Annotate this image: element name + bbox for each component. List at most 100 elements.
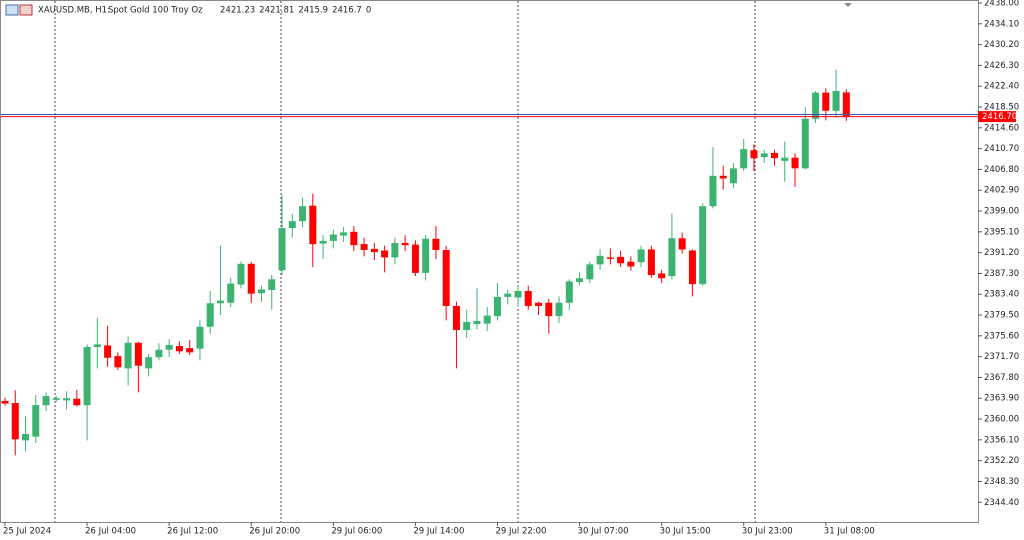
candle-body	[493, 296, 501, 317]
candle-body	[360, 244, 368, 250]
y-tick-label: 2356.10	[984, 435, 1019, 445]
candle-body	[319, 240, 327, 244]
candle-body	[545, 302, 553, 317]
candle-body	[268, 279, 276, 290]
x-tick-label: 26 Jul 20:00	[249, 527, 300, 537]
candle-body	[627, 261, 635, 267]
candle-body	[52, 398, 60, 400]
candle-body	[411, 244, 419, 273]
y-tick-label: 2434.10	[984, 19, 1019, 29]
price-label-box	[978, 111, 1016, 123]
candle-body	[442, 249, 450, 306]
y-tick-label: 2379.50	[984, 311, 1019, 321]
candle-body	[22, 433, 30, 441]
candle-body	[114, 356, 122, 368]
candle-body	[750, 150, 758, 159]
y-tick-label: 2410.70	[984, 144, 1019, 154]
y-tick-label: 2414.60	[984, 123, 1019, 133]
candle-body	[791, 157, 799, 169]
x-tick-label: 29 Jul 06:00	[331, 527, 382, 537]
y-tick-label: 2360.00	[984, 415, 1019, 425]
x-tick-label: 25 Jul 2024	[3, 527, 51, 537]
candle-body	[309, 205, 317, 245]
x-tick-label: 26 Jul 04:00	[85, 527, 136, 537]
candle-body	[247, 263, 255, 294]
candle-body	[535, 302, 543, 306]
candle-body	[258, 289, 265, 294]
x-tick-label: 30 Jul 23:00	[742, 527, 793, 537]
candle-body	[812, 92, 820, 119]
candle-body	[73, 398, 81, 406]
y-tick-label: 2395.10	[984, 227, 1019, 237]
price-label: 2416.70	[982, 112, 1017, 122]
candle-body	[524, 291, 532, 306]
candle-body	[134, 342, 142, 366]
candle-body	[658, 273, 666, 279]
candle-body	[699, 206, 707, 285]
candle-body	[227, 283, 235, 303]
candle-body	[104, 345, 112, 358]
description: Spot Gold 100 Troy Oz	[108, 6, 203, 16]
x-tick-label: 29 Jul 22:00	[495, 527, 546, 537]
candle-body	[370, 248, 378, 253]
y-tick-label: 2406.80	[984, 165, 1019, 175]
x-tick-label: 30 Jul 07:00	[578, 527, 629, 537]
candle-body	[801, 118, 809, 169]
candle-body	[432, 238, 440, 250]
y-tick-label: 2352.20	[984, 456, 1019, 466]
y-tick-label: 2375.60	[984, 331, 1019, 341]
y-tick-label: 2391.20	[984, 248, 1019, 258]
high-value: 2421.81	[259, 6, 294, 16]
y-tick-label: 2348.30	[984, 477, 1019, 487]
candle-body	[586, 264, 594, 280]
candle-body	[565, 281, 573, 303]
candle-body	[709, 175, 717, 207]
y-tick-label: 2402.90	[984, 186, 1019, 196]
y-tick-label: 2387.30	[984, 269, 1019, 279]
candle-body	[329, 234, 337, 241]
candle-body	[688, 250, 696, 285]
candle-body	[381, 250, 389, 258]
plot-frame	[0, 0, 979, 523]
candle-body	[504, 293, 512, 297]
candle-body	[555, 302, 563, 317]
candle-body	[647, 249, 655, 276]
candle-body	[206, 303, 214, 327]
y-tick-label: 2371.70	[984, 352, 1019, 362]
candle-body	[668, 238, 676, 277]
candle-body	[1, 400, 9, 404]
candle-body	[11, 403, 19, 440]
close-value: 2416.7	[332, 6, 362, 16]
candle-body	[288, 221, 296, 229]
candle-body	[237, 263, 245, 285]
x-tick-label: 26 Jul 12:00	[167, 527, 218, 537]
candle-body	[93, 344, 101, 348]
candle-body	[781, 157, 789, 161]
x-tick-label: 31 Jul 08:00	[824, 527, 875, 537]
candle-body	[596, 255, 604, 265]
candle-body	[617, 256, 625, 264]
y-tick-label: 2363.90	[984, 394, 1019, 404]
y-tick-label: 2367.80	[984, 373, 1019, 383]
shift-marker	[844, 3, 852, 7]
candle-body	[196, 326, 204, 349]
info-value: 0	[366, 6, 371, 16]
open-value: 2421.23	[220, 6, 255, 16]
x-tick-label: 30 Jul 15:00	[660, 527, 711, 537]
candle-body	[391, 243, 399, 258]
candle-body	[771, 152, 778, 159]
y-tick-label: 2426.30	[984, 61, 1019, 71]
candle-body	[842, 92, 850, 117]
y-tick-label: 2399.00	[984, 207, 1019, 217]
candle-body	[175, 345, 183, 352]
candle-body	[637, 249, 645, 263]
candle-body	[740, 149, 748, 169]
candle-body	[145, 357, 153, 369]
candle-body	[678, 238, 686, 250]
candle-body	[350, 231, 358, 246]
y-tick-label: 2422.40	[984, 82, 1019, 92]
candle-body	[463, 321, 471, 330]
candle-body	[452, 305, 460, 330]
candle-body	[42, 396, 50, 406]
